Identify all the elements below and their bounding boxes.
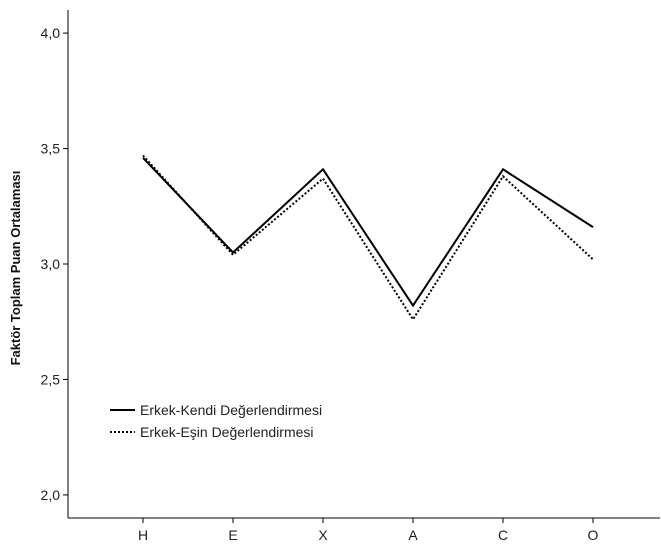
y-tick-label: 4,0: [41, 25, 61, 41]
y-tick-label: 2,5: [41, 371, 61, 387]
series-line-2: [142, 154, 594, 322]
x-tick-label: C: [498, 527, 508, 543]
x-tick-label: X: [318, 527, 328, 543]
legend-label-series-2: Erkek-Eşin Değerlendirmesi: [140, 424, 314, 440]
x-tick-label: E: [228, 527, 237, 543]
series-line-1: [142, 157, 594, 308]
x-tick-label: O: [588, 527, 599, 543]
series-layer: [142, 154, 594, 322]
y-tick-label: 3,5: [41, 141, 61, 157]
y-axis-ticks: 2,0 2,5 3,0 3,5 4,0: [41, 25, 68, 503]
y-tick-label: 2,0: [41, 487, 61, 503]
legend-label-series-1: Erkek-Kendi Değerlendirmesi: [140, 402, 322, 418]
y-axis-title: Faktör Toplam Puan Ortalaması: [8, 171, 23, 366]
plot-area: [67, 10, 660, 519]
y-tick-label: 3,0: [41, 256, 61, 272]
x-tick-label: A: [408, 527, 418, 543]
x-tick-label: H: [138, 527, 148, 543]
legend: Erkek-Kendi Değerlendirmesi Erkek-Eşin D…: [110, 402, 322, 440]
